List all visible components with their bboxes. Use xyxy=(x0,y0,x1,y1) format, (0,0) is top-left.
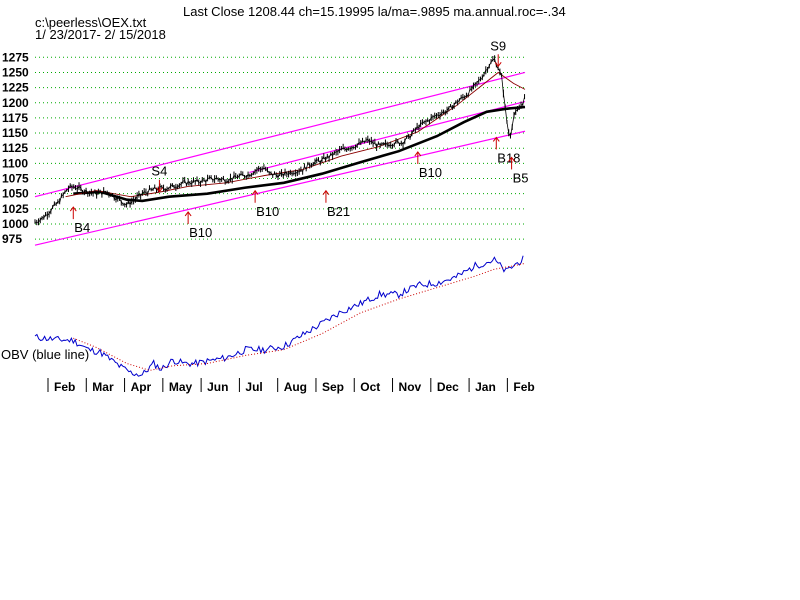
signal-arrow-head xyxy=(322,189,330,196)
signal-b4: B4 xyxy=(69,206,90,235)
month-label: Jan xyxy=(475,380,496,394)
signal-arrow-head xyxy=(69,206,77,212)
signal-label: B4 xyxy=(74,220,90,235)
signal-arrow-head xyxy=(492,136,500,142)
signal-label: B10 xyxy=(189,225,212,240)
chart-title: Last Close 1208.44 ch=15.19995 la/ma=.98… xyxy=(183,4,566,19)
month-label: Apr xyxy=(131,380,152,394)
signal-arrow-head xyxy=(184,211,192,217)
month-label: Sep xyxy=(322,380,344,394)
signal-arrow-head xyxy=(156,187,163,193)
signal-b10: B10 xyxy=(251,189,279,219)
month-label: Jul xyxy=(245,380,262,394)
signal-b10: B10 xyxy=(184,211,212,240)
y-tick-label: 1050 xyxy=(2,187,29,201)
month-label: Mar xyxy=(92,380,114,394)
month-label: May xyxy=(169,380,193,394)
signal-arrow-head xyxy=(251,189,259,196)
obv-label: OBV (blue line) xyxy=(1,347,89,362)
signal-label: B21 xyxy=(327,204,350,219)
y-tick-label: 1150 xyxy=(2,126,28,140)
month-label: Dec xyxy=(437,380,459,394)
signal-s9: S9 xyxy=(490,38,506,68)
signal-label: S9 xyxy=(490,38,506,53)
y-tick-label: 1225 xyxy=(2,81,29,95)
y-tick-label: 1175 xyxy=(2,111,28,125)
signal-arrow-head xyxy=(494,61,502,68)
y-tick-label: 1200 xyxy=(2,96,29,110)
price-layer xyxy=(34,55,526,226)
signal-b18: B18 xyxy=(492,136,520,165)
y-tick-label: 1100 xyxy=(2,156,28,170)
y-tick-label: 1025 xyxy=(2,202,29,216)
y-tick-label: 1125 xyxy=(2,141,28,155)
channel-layer xyxy=(34,71,526,246)
signal-label: S4 xyxy=(151,164,167,179)
axis-layer: 9751000102510501075110011251150117512001… xyxy=(2,50,535,394)
ma-layer xyxy=(65,71,526,203)
month-label: Feb xyxy=(513,380,534,394)
date-range: 1/ 23/2017- 2/ 15/2018 xyxy=(35,27,166,42)
file-path: c:\peerless\OEX.txt xyxy=(35,15,147,30)
y-tick-label: 1000 xyxy=(2,217,29,231)
signal-b21: B21 xyxy=(322,189,350,219)
obv-layer xyxy=(34,255,526,377)
signal-layer: B4 S4 B10 B10 B21 B10 S9 B18 B5 xyxy=(69,38,529,240)
month-label: Oct xyxy=(360,380,380,394)
signal-label: B10 xyxy=(419,165,442,180)
month-label: Aug xyxy=(284,380,307,394)
signal-s4: S4 xyxy=(151,164,167,193)
signal-label: B18 xyxy=(497,150,520,165)
signal-b10: B10 xyxy=(414,151,442,180)
signal-arrow-head xyxy=(414,151,422,157)
obv-line xyxy=(34,255,524,377)
channel-line-middle xyxy=(249,100,526,174)
month-label: Feb xyxy=(54,380,75,394)
signal-label: B10 xyxy=(256,204,279,219)
month-label: Nov xyxy=(399,380,422,394)
channel-line-lower xyxy=(34,130,526,246)
short-ma-line xyxy=(65,71,526,198)
y-tick-label: 1250 xyxy=(2,65,29,79)
signal-b5: B5 xyxy=(508,156,529,185)
signal-label: B5 xyxy=(513,170,529,185)
channel-line-upper xyxy=(34,71,526,198)
price-line xyxy=(34,58,525,223)
y-tick-label: 1275 xyxy=(2,50,29,64)
moving-average-line xyxy=(73,105,526,203)
month-label: Jun xyxy=(207,380,228,394)
obv-ma-line xyxy=(73,262,526,371)
signal-arrow-head xyxy=(508,156,516,162)
y-tick-label: 975 xyxy=(2,232,22,246)
y-tick-label: 1075 xyxy=(2,172,29,186)
